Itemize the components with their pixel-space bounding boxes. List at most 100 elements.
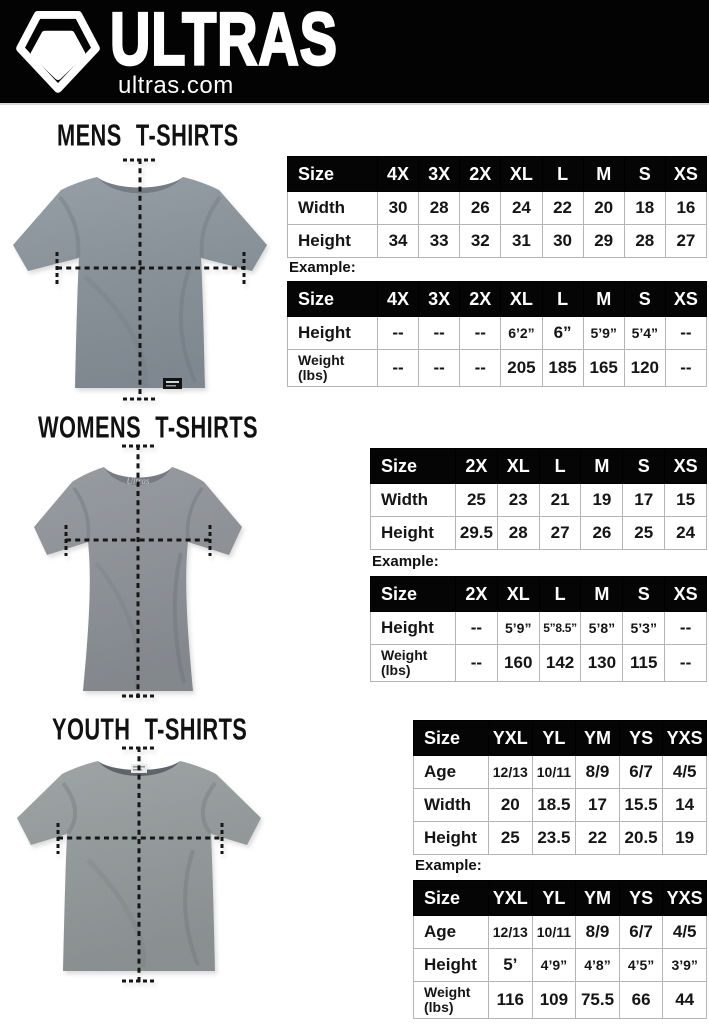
cell-value: 160 <box>496 644 540 682</box>
table-row: Height 29.5 28 27 26 25 24 <box>370 516 707 550</box>
size-column-header: 3X <box>418 156 461 192</box>
row-label: Height <box>287 224 378 258</box>
cell-value: 6’2” <box>500 316 543 350</box>
size-column-header: YL <box>531 720 577 756</box>
womens-example-label: Example: <box>372 553 439 570</box>
measurement-lines <box>64 444 212 698</box>
table-row: Age 12/13 10/11 8/9 6/7 4/5 <box>413 915 707 949</box>
size-column-header: 4X <box>376 156 420 192</box>
cell-value: 6/7 <box>618 755 664 789</box>
header-bar: ULTRAS ultras.com <box>0 0 709 105</box>
brand-title: ULTRAS <box>109 0 338 81</box>
cell-value: 24 <box>500 191 543 225</box>
cell-value: 20 <box>488 788 533 822</box>
cell-value: 4’8” <box>575 948 620 982</box>
cell-value: 25 <box>488 821 533 855</box>
size-column-header: YS <box>618 720 664 756</box>
size-column-header: M <box>580 448 624 484</box>
mens-example-table: Size 4X 3X 2X XL L M S XS Height -- -- -- 6’2” 6” 5’9” 5… <box>287 281 708 387</box>
row-label: Weight (lbs) <box>413 981 489 1019</box>
cell-value: 5”8.5” <box>538 611 582 645</box>
table-row: Height -- -- -- 6’2” 6” 5’9” 5’4” -- <box>287 316 708 350</box>
size-column-header: XS <box>664 281 708 317</box>
cell-value: -- <box>418 349 461 387</box>
size-column-header: L <box>538 576 582 612</box>
cell-value: 6” <box>541 316 584 350</box>
cell-value: 19 <box>580 483 624 517</box>
cell-value: 14 <box>662 788 707 822</box>
cell-value: 20 <box>582 191 625 225</box>
cell-value: 142 <box>538 644 582 682</box>
size-column-header: S <box>622 448 666 484</box>
cell-value: -- <box>664 349 708 387</box>
size-label-header: Size <box>287 156 378 192</box>
cell-value: -- <box>664 611 707 645</box>
size-column-header: YM <box>575 720 620 756</box>
cell-value: 17 <box>622 483 666 517</box>
cell-value: 5’9” <box>496 611 540 645</box>
cell-value: -- <box>376 316 420 350</box>
table-row: Height 5’ 4’9” 4’8” 4’5” 3’9” <box>413 948 707 982</box>
size-column-header: XS <box>664 156 708 192</box>
cell-value: 44 <box>662 981 707 1019</box>
table-row: Height -- 5’9” 5”8.5” 5’8” 5’3” -- <box>370 611 707 645</box>
row-label: Height <box>413 821 489 855</box>
cell-value: 12/13 <box>488 915 533 949</box>
cell-value: -- <box>664 644 707 682</box>
womens-example-table: Size 2X XL L M S XS Height -- 5’9” 5”8.5” 5’8” 5’3” -… <box>370 576 707 682</box>
size-label-header: Size <box>287 281 378 317</box>
womens-size-table: Size 2X XL L M S XS Width 25 23 21 19 17 15 Height 29.5… <box>370 448 707 550</box>
size-column-header: 2X <box>459 281 502 317</box>
cell-value: 33 <box>418 224 461 258</box>
mens-shirt-image <box>13 158 267 401</box>
cell-value: 34 <box>376 224 420 258</box>
cell-value: 15.5 <box>618 788 664 822</box>
size-column-header: M <box>582 281 625 317</box>
cell-value: 28 <box>418 191 461 225</box>
cell-value: -- <box>455 644 498 682</box>
section-title-mens: MENS T-SHIRTS <box>57 118 239 153</box>
row-label: Width <box>413 788 489 822</box>
size-column-header: S <box>623 156 666 192</box>
size-column-header: YM <box>575 880 620 916</box>
table-row: Weight (lbs) -- -- -- 205 185 165 120 -- <box>287 349 708 387</box>
womens-shirt-image: Ultras <box>34 444 242 698</box>
cell-value: 28 <box>496 516 540 550</box>
size-column-header: L <box>538 448 582 484</box>
size-column-header: YXS <box>662 720 707 756</box>
cell-value: 30 <box>376 191 420 225</box>
size-column-header: XL <box>500 281 543 317</box>
cell-value: 130 <box>580 644 624 682</box>
mens-example-label: Example: <box>289 259 356 276</box>
cell-value: 26 <box>580 516 624 550</box>
size-column-header: 2X <box>455 576 498 612</box>
table-row: Weight (lbs) -- 160 142 130 115 -- <box>370 644 707 682</box>
cell-value: 32 <box>459 224 502 258</box>
cell-value: 21 <box>538 483 582 517</box>
cell-value: 20.5 <box>618 821 664 855</box>
cell-value: 25 <box>622 516 666 550</box>
mens-size-table: Size 4X 3X 2X XL L M S XS Width 30 28 26 24 22 20 18 16 He… <box>287 156 708 258</box>
table-row: Age 12/13 10/11 8/9 6/7 4/5 <box>413 755 707 789</box>
size-column-header: 4X <box>376 281 420 317</box>
size-column-header: XS <box>664 576 707 612</box>
cell-value: 5’9” <box>582 316 625 350</box>
row-label: Width <box>287 191 378 225</box>
collar-print: Ultras <box>126 476 150 486</box>
cell-value: 16 <box>664 191 708 225</box>
youth-size-table: Size YXL YL YM YS YXS Age 12/13 10/11 8/9 6/7 4/5 Wi… <box>413 720 707 855</box>
row-label: Height <box>370 516 456 550</box>
row-label: Height <box>413 948 489 982</box>
size-column-header: 2X <box>459 156 502 192</box>
cell-value: -- <box>664 316 708 350</box>
mens-collar <box>97 177 183 194</box>
table-header-row: Size YXL YL YM YS YXS <box>413 720 707 756</box>
size-column-header: S <box>622 576 666 612</box>
cell-value: 27 <box>538 516 582 550</box>
cell-value: 15 <box>664 483 707 517</box>
row-label: Age <box>413 755 489 789</box>
cell-value: 4/5 <box>662 915 707 949</box>
table-header-row: Size 2X XL L M S XS <box>370 448 707 484</box>
size-column-header: YXS <box>662 880 707 916</box>
size-column-header: YXL <box>488 720 533 756</box>
